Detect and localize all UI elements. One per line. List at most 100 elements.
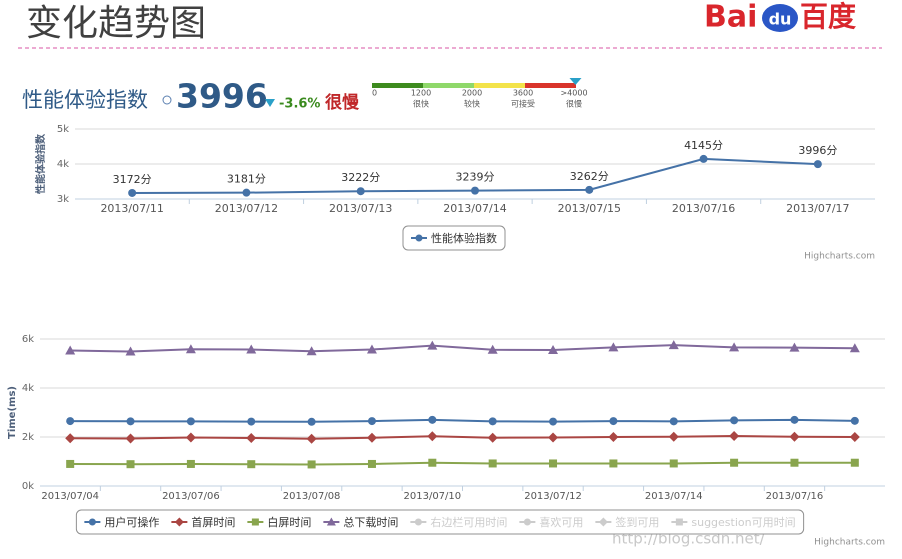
legend-label[interactable]: 喜欢可用 <box>539 515 583 529</box>
legend-marker[interactable] <box>414 518 422 526</box>
data-point <box>428 458 437 467</box>
legend-marker[interactable] <box>415 234 423 242</box>
data-point <box>487 432 498 443</box>
x-tick-label: 2013/07/16 <box>766 491 824 502</box>
legend-label[interactable]: 性能体验指数 <box>431 231 497 245</box>
data-point <box>789 431 800 442</box>
legend-marker[interactable] <box>326 517 336 526</box>
logo-latin: Bai <box>704 0 757 35</box>
legend-label[interactable]: 用户可操作 <box>104 515 159 529</box>
scale-segment <box>474 83 525 88</box>
legend-marker[interactable] <box>251 518 259 526</box>
series-line <box>70 461 855 466</box>
data-point <box>729 342 740 352</box>
x-tick-label: 2013/07/08 <box>283 491 341 502</box>
logo-paw-text: du <box>769 10 792 29</box>
legend-label[interactable]: 总下载时间 <box>343 515 398 529</box>
data-point <box>247 417 256 426</box>
legend-marker[interactable] <box>523 518 531 526</box>
data-point <box>730 416 739 425</box>
legend-label[interactable]: 首屏时间 <box>191 515 235 529</box>
data-point <box>789 342 800 352</box>
data-point <box>487 344 498 354</box>
x-tick-label: 2013/07/06 <box>162 491 220 502</box>
data-point <box>356 187 365 196</box>
scale-segment <box>423 83 474 88</box>
data-point <box>790 458 799 467</box>
legend-box <box>402 225 506 251</box>
data-point <box>186 417 195 426</box>
x-tick-label: 2013/07/12 <box>524 491 582 502</box>
legend-label[interactable]: suggestion可用时间 <box>691 516 795 529</box>
legend-marker[interactable] <box>88 518 96 526</box>
y-axis-title: Time(ms) <box>7 386 18 439</box>
data-point <box>471 186 479 195</box>
data-point <box>246 432 257 443</box>
metric-grade: 很慢 <box>325 92 360 113</box>
data-point <box>306 346 317 356</box>
data-point <box>65 345 76 355</box>
data-point <box>669 417 678 426</box>
data-point <box>549 459 558 468</box>
x-tick-label: 2013/07/04 <box>41 491 99 502</box>
data-point <box>849 343 860 353</box>
y-tick-label: 6k <box>22 334 34 345</box>
logo-paw <box>762 4 798 32</box>
page-title: 变化趋势图 <box>26 3 206 44</box>
change-arrow <box>265 99 275 107</box>
data-point <box>185 344 196 354</box>
logo-cn: 百度 <box>800 0 856 33</box>
data-point <box>65 433 76 444</box>
data-point <box>366 344 377 354</box>
data-point <box>186 459 195 468</box>
scale-tick-label: >4000 <box>560 89 587 98</box>
data-point <box>699 154 708 163</box>
scale-grade-label: 很慢 <box>566 99 582 109</box>
y-tick-label: 3k <box>57 194 69 205</box>
legend-label[interactable]: 签到可用 <box>615 515 659 529</box>
data-label: 3181分 <box>227 173 266 186</box>
scale-grade-label: 很快 <box>413 99 429 109</box>
legend-label[interactable]: 右边栏可用时间 <box>430 515 507 529</box>
y-tick-label: 2k <box>22 432 34 443</box>
data-point <box>585 185 594 194</box>
data-point <box>608 432 619 442</box>
data-point <box>668 431 679 442</box>
legend-marker[interactable] <box>598 517 608 527</box>
data-point <box>729 431 740 442</box>
data-point <box>668 340 679 350</box>
data-point <box>126 417 135 426</box>
scale-grade-label: 较快 <box>464 99 480 109</box>
data-point <box>367 417 376 426</box>
data-point <box>366 432 377 443</box>
data-label: 3172分 <box>113 173 152 186</box>
data-point <box>125 433 136 444</box>
data-point <box>849 432 860 442</box>
legend-marker[interactable] <box>675 518 683 526</box>
legend-marker[interactable] <box>174 517 184 527</box>
scale-tick-label: 3600 <box>513 89 533 98</box>
x-tick-label: 2013/07/10 <box>404 491 462 502</box>
scale-tick-label: 2000 <box>462 89 482 98</box>
data-point <box>850 416 859 425</box>
info-icon[interactable] <box>162 95 172 105</box>
data-point <box>66 459 75 468</box>
data-point <box>126 460 135 469</box>
scale-tick-label: 0 <box>372 89 377 98</box>
metric-name: 性能体验指数 <box>22 88 148 112</box>
y-tick-label: 4k <box>22 383 34 394</box>
data-point <box>367 459 376 468</box>
scale-segment <box>372 83 423 88</box>
y-axis-title: 性能体验指数 <box>34 133 47 195</box>
y-tick-label: 4k <box>57 159 69 170</box>
series-line <box>70 418 855 423</box>
legend-label[interactable]: 白屏时间 <box>267 515 311 529</box>
data-point <box>790 415 799 424</box>
metric-change: -3.6% <box>279 97 320 112</box>
data-point <box>428 415 437 424</box>
credits: Highcharts.com <box>804 252 875 262</box>
data-point <box>609 459 618 468</box>
data-point <box>813 160 822 169</box>
data-point <box>128 188 137 197</box>
